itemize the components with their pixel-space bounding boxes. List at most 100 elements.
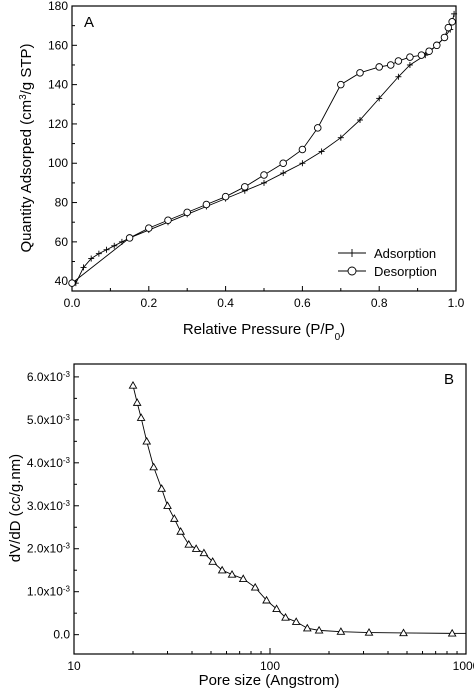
b-x-tick-label: 100 bbox=[260, 659, 280, 673]
panel-a-letter: A bbox=[84, 14, 94, 31]
panel-b-y-ticks: 0.0 1.0x10-3 2.0x10-3 3.0x10-3 4.0x10-3 5.0x1… bbox=[27, 369, 79, 642]
a-x-tick-label: 0.6 bbox=[294, 296, 311, 310]
desorption-point bbox=[386, 61, 395, 69]
series-adsorption-line bbox=[75, 13, 455, 284]
panel-b-letter: B bbox=[444, 371, 454, 388]
pore-distribution-point bbox=[314, 625, 324, 634]
adsorption-point bbox=[451, 10, 458, 17]
desorption-point bbox=[221, 192, 230, 201]
legend-desorption-marker bbox=[347, 266, 357, 276]
desorption-point bbox=[164, 216, 172, 224]
adsorption-point bbox=[280, 170, 287, 177]
pore-distribution-point bbox=[176, 527, 186, 535]
pore-distribution-point bbox=[227, 570, 237, 578]
pore-distribution-point bbox=[291, 617, 301, 625]
adsorption-point bbox=[406, 61, 413, 68]
desorption-point bbox=[356, 69, 364, 77]
adsorption-point bbox=[376, 95, 383, 102]
a-y-tick-label: 120 bbox=[48, 117, 68, 131]
panel-b-series bbox=[128, 380, 466, 637]
pore-distribution-point bbox=[199, 548, 209, 557]
b-y-tick-label: 2.0x10-3 bbox=[27, 541, 71, 556]
pore-distribution-point bbox=[169, 514, 179, 522]
pore-distribution-point bbox=[281, 612, 290, 621]
pore-distribution-point bbox=[208, 557, 218, 565]
a-y-tick-label: 180 bbox=[48, 0, 68, 13]
pore-distribution-point bbox=[142, 436, 152, 445]
adsorption-point bbox=[318, 148, 325, 155]
desorption-point bbox=[183, 208, 191, 217]
a-x-tick-label: 1.0 bbox=[448, 296, 465, 310]
desorption-point bbox=[444, 23, 453, 32]
panel-a-x-ticks: 0.0 0.2 0.4 0.6 0.8 1.0 bbox=[64, 286, 465, 310]
legend-desorption-label: Desorption bbox=[374, 264, 437, 279]
b-y-tick-label: 5.0x10-3 bbox=[27, 412, 71, 427]
pore-distribution-point bbox=[302, 623, 312, 632]
a-y-tick-label: 60 bbox=[55, 235, 69, 249]
pore-distribution-point bbox=[238, 574, 248, 582]
adsorption-point bbox=[357, 117, 363, 123]
pore-distribution-point bbox=[272, 604, 281, 613]
desorption-point bbox=[375, 63, 383, 71]
a-y-tick-label: 160 bbox=[48, 38, 68, 52]
desorption-point bbox=[298, 145, 307, 154]
desorption-point bbox=[394, 57, 403, 65]
desorption-point bbox=[202, 200, 211, 209]
pore-distribution-point bbox=[262, 595, 271, 604]
panel-b-y-axis-title: dV/dD (cc/g.nm) bbox=[7, 454, 24, 562]
desorption-point bbox=[337, 80, 345, 89]
adsorption-point bbox=[261, 179, 267, 186]
a-y-tick-label: 40 bbox=[55, 274, 69, 288]
panel-b-x-axis-title: Pore size (Angstrom) bbox=[199, 672, 340, 689]
pore-distribution-point bbox=[128, 380, 138, 389]
panel-b-plot-frame bbox=[73, 363, 467, 655]
a-x-tick-label: 0.4 bbox=[217, 296, 234, 310]
pore-distribution-line bbox=[132, 385, 453, 634]
legend-adsorption-label: Adsorption bbox=[374, 246, 436, 261]
desorption-point bbox=[440, 33, 449, 42]
b-y-tick-label: 1.0x10-3 bbox=[27, 584, 71, 599]
panel-a-x-axis-title: Relative Pressure (P/P0) bbox=[183, 321, 345, 343]
pore-distribution-point bbox=[217, 565, 227, 574]
pore-distribution-point bbox=[136, 413, 146, 421]
a-y-tick-label: 100 bbox=[48, 156, 68, 170]
a-y-tick-label: 140 bbox=[48, 78, 68, 92]
pore-distribution-point bbox=[149, 462, 159, 471]
desorption-point bbox=[260, 171, 268, 179]
pore-distribution-point bbox=[132, 398, 142, 406]
desorption-point bbox=[314, 124, 322, 132]
panel-a-y-ticks: 40 60 80 100 120 140 160 180 bbox=[48, 0, 77, 288]
b-y-tick-label: 6.0x10-3 bbox=[27, 369, 71, 384]
pore-distribution-point bbox=[399, 628, 408, 637]
desorption-point bbox=[406, 53, 414, 61]
b-y-tick-label: 3.0x10-3 bbox=[27, 498, 71, 513]
a-y-tick-label: 80 bbox=[55, 196, 69, 210]
adsorption-point bbox=[80, 264, 87, 271]
desorption-point bbox=[279, 159, 287, 167]
a-x-tick-label: 0.2 bbox=[140, 296, 157, 310]
adsorption-point bbox=[88, 255, 95, 262]
b-y-tick-label: 4.0x10-3 bbox=[27, 455, 71, 470]
desorption-point bbox=[448, 17, 456, 26]
pore-distribution-point bbox=[157, 484, 167, 492]
pore-distribution-point bbox=[447, 628, 457, 637]
pore-distribution-point bbox=[163, 501, 172, 509]
b-y-tick-label: 0.0 bbox=[53, 628, 70, 642]
adsorption-point bbox=[103, 246, 110, 253]
desorption-point bbox=[241, 183, 249, 191]
pore-distribution-point bbox=[191, 544, 201, 552]
pore-distribution-point bbox=[250, 582, 260, 591]
adsorption-point bbox=[337, 134, 344, 141]
desorption-point bbox=[433, 41, 441, 50]
adsorption-point bbox=[111, 242, 118, 249]
pore-distribution-point bbox=[336, 627, 346, 635]
b-x-tick-label: 10 bbox=[67, 659, 81, 673]
panel-a-series bbox=[68, 10, 458, 287]
adsorption-point bbox=[299, 160, 306, 167]
panel-a-y-axis-title: Quantity Adsorped (cm3/g STP) bbox=[18, 44, 36, 253]
desorption-point bbox=[425, 47, 433, 55]
a-x-tick-label: 0.0 bbox=[64, 296, 81, 310]
